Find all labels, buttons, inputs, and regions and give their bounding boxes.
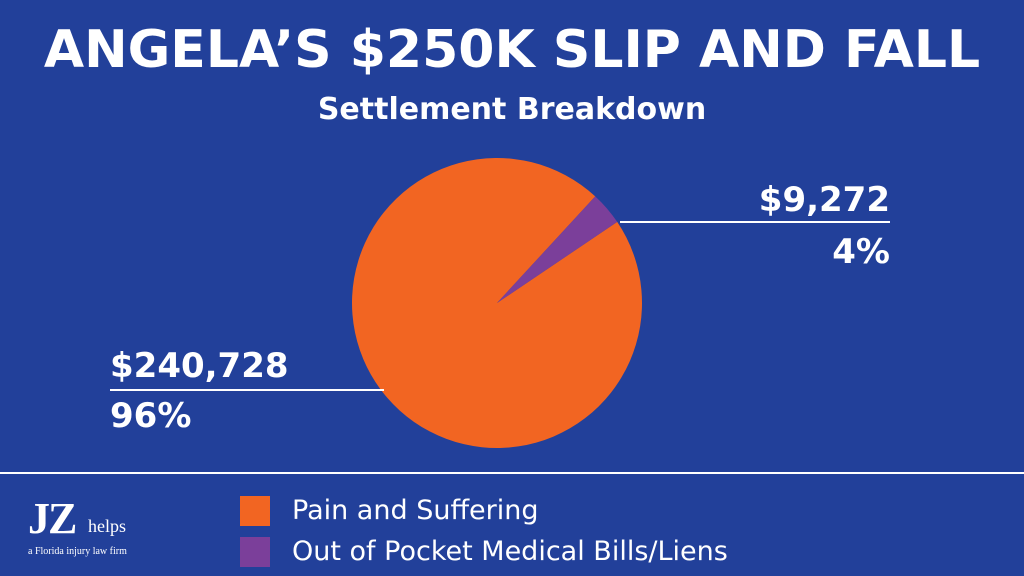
legend-swatch-pain [240, 496, 270, 526]
chart-subtitle: Settlement Breakdown [317, 92, 707, 127]
legend-item-medical: Out of Pocket Medical Bills/Liens [240, 534, 728, 570]
logo-helps-text: helps [88, 516, 126, 536]
legend-label-medical: Out of Pocket Medical Bills/Liens [292, 536, 728, 567]
jz-helps-logo: JZ helps a Florida injury law firm [26, 496, 166, 566]
pie-slice-medical-bills [497, 196, 618, 303]
legend-label-pain: Pain and Suffering [292, 495, 539, 526]
slice-label-medical-percent: 4% [832, 232, 890, 272]
slice-label-pain-percent: 96% [110, 396, 192, 436]
chart-title: ANGELA’S $250K SLIP AND FALL [43, 20, 981, 80]
logo-jz-text: JZ [28, 494, 77, 543]
pie-chart [110, 158, 890, 449]
logo-tagline: a Florida injury law firm [28, 546, 127, 557]
slice-label-medical-value: $9,272 [758, 180, 890, 220]
legend-item-pain: Pain and Suffering [240, 493, 539, 529]
pie-slice-pain-and-suffering [352, 158, 642, 449]
legend-swatch-medical [240, 537, 270, 567]
footer-divider [0, 472, 1024, 474]
slice-label-pain-value: $240,728 [110, 346, 289, 386]
